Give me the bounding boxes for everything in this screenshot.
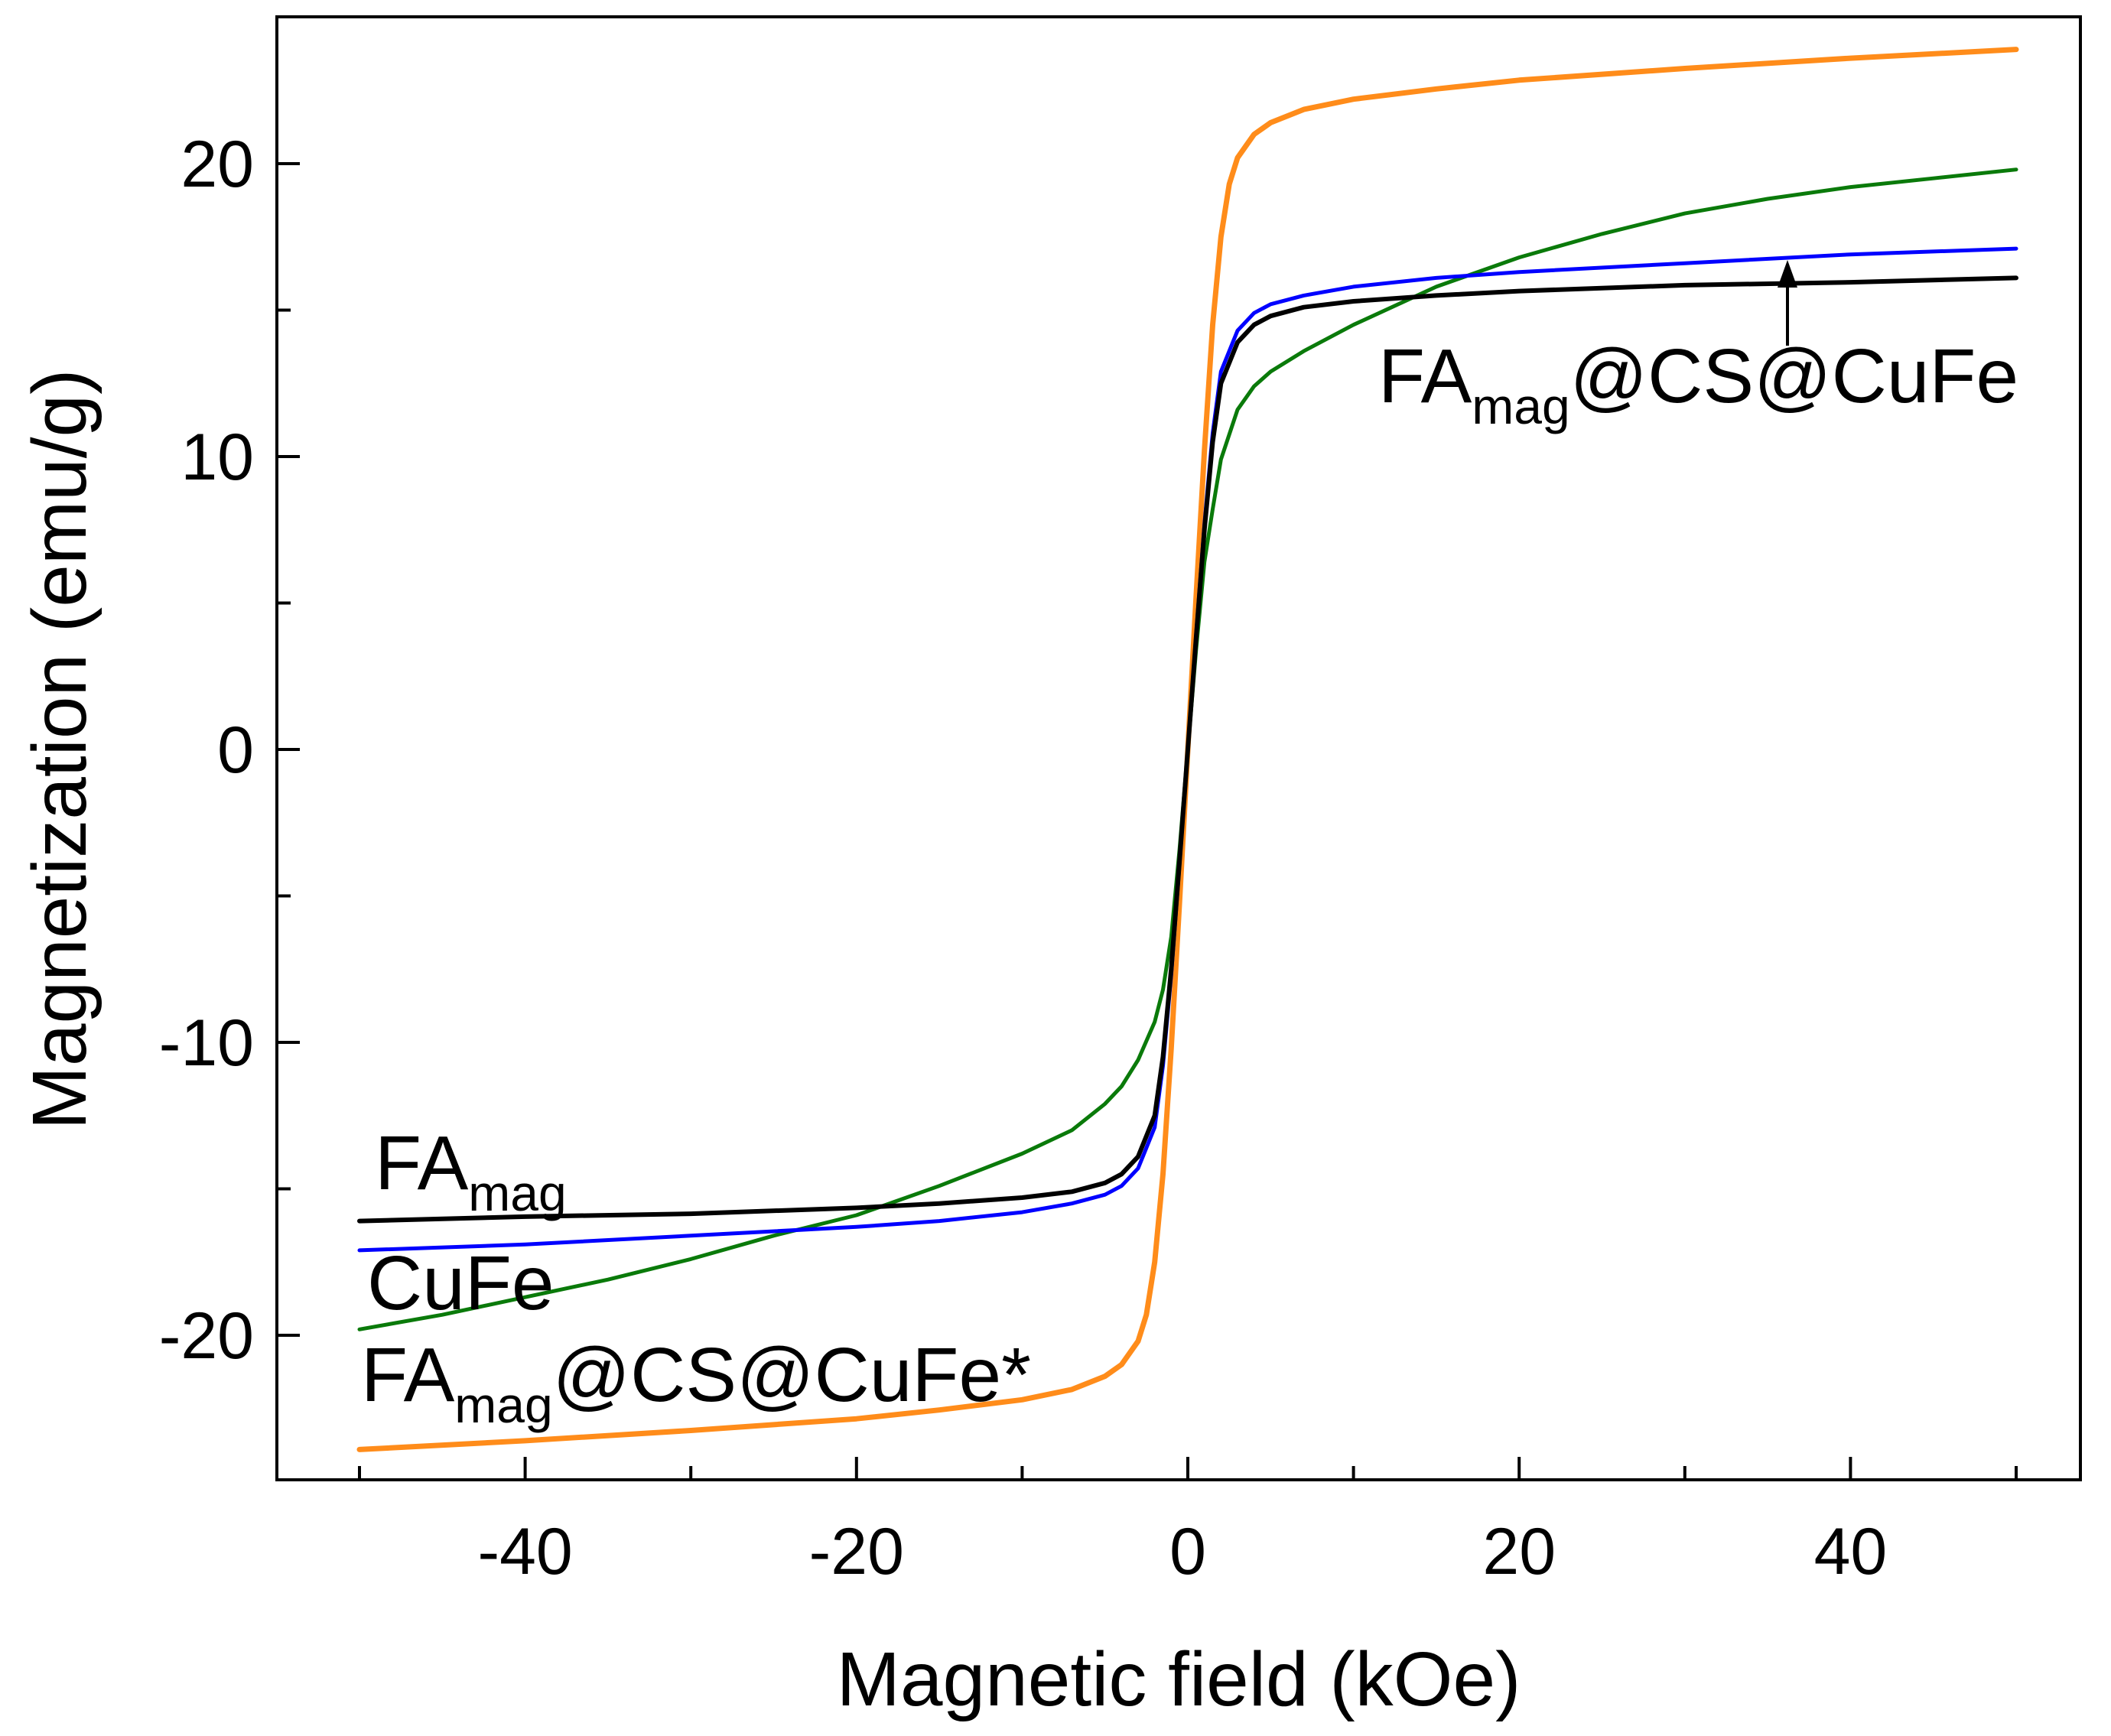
annotation-composite-star-sub: mag	[454, 1377, 552, 1433]
annotation-famag: FAmag	[375, 1120, 567, 1221]
y-tick-label: 0	[217, 714, 254, 787]
x-tick-label: 20	[1482, 1515, 1556, 1588]
y-axis-title: Magnetization (emu/g)	[17, 369, 102, 1130]
series-line-famag	[357, 275, 2018, 1224]
y-axis-ticks: -20 -10 0 10 20	[159, 128, 300, 1373]
y-tick-label: -10	[159, 1006, 254, 1080]
x-tick-label: -40	[477, 1515, 572, 1588]
annotation-composite-star-main: FA	[361, 1332, 455, 1418]
y-tick-label: 20	[181, 128, 254, 201]
annotation-famag-sub: mag	[468, 1165, 566, 1221]
annotation-cufe: CuFe	[367, 1240, 555, 1326]
x-axis-title: Magnetic field (kOe)	[837, 1637, 1521, 1722]
y-tick-label: -20	[159, 1299, 254, 1373]
series-layer	[356, 47, 2019, 1452]
annotation-arrow-head	[1778, 260, 1797, 288]
annotation-composite-star: FAmag@CS@CuFe*	[361, 1332, 1031, 1433]
x-tick-label: -20	[809, 1515, 904, 1588]
annotation-composite-sub: mag	[1472, 378, 1569, 434]
annotation-composite: FAmag@CS@CuFe	[1378, 333, 2018, 434]
annotation-composite-star-rest: @CS@CuFe*	[553, 1332, 1031, 1418]
annotation-famag-main: FA	[375, 1120, 469, 1206]
annotation-composite-rest: @CS@CuFe	[1570, 333, 2018, 419]
y-tick-label: 10	[181, 421, 254, 494]
annotation-composite-main: FA	[1378, 333, 1472, 419]
x-tick-label: 0	[1169, 1515, 1206, 1588]
x-axis-ticks: -40 -20 0 20 40	[358, 1457, 2018, 1588]
x-tick-label: 40	[1814, 1515, 1888, 1588]
